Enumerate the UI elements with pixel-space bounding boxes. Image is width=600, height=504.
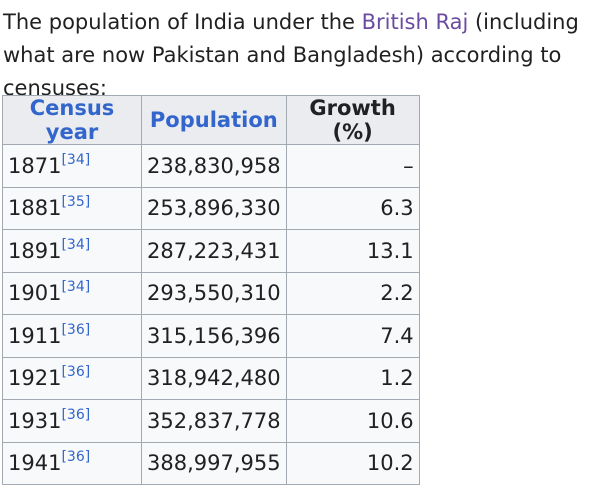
growth-cell: 13.1 (285, 229, 420, 273)
population-header[interactable]: Population (141, 95, 287, 145)
year-cell: 1921[36] (2, 356, 142, 400)
population-cell: 253,896,330 (141, 186, 287, 230)
table-header-row: Census year Population Growth (%) (2, 95, 420, 145)
british-raj-link[interactable]: British Raj (361, 10, 469, 34)
citation-link[interactable]: [35] (61, 194, 91, 211)
year-cell: 1901[34] (2, 271, 142, 315)
year-value: 1911 (8, 323, 62, 348)
table-row: 1931[36] 352,837,778 10.6 (2, 399, 420, 443)
population-cell: 293,550,310 (141, 271, 287, 315)
year-value: 1901 (8, 281, 62, 306)
year-cell: 1931[36] (2, 399, 142, 443)
table-row: 1921[36] 318,942,480 1.2 (2, 356, 420, 400)
citation-link[interactable]: [36] (61, 449, 91, 466)
year-cell: 1871[34] (2, 144, 142, 188)
citation-link[interactable]: [36] (61, 321, 91, 338)
year-value: 1871 (8, 153, 62, 178)
population-cell: 287,223,431 (141, 229, 287, 273)
intro-text-after: (including what are now Pakistan and Ban… (3, 10, 579, 100)
year-value: 1881 (8, 196, 62, 221)
intro-paragraph: The population of India under the Britis… (3, 6, 595, 105)
growth-cell: 6.3 (285, 186, 420, 230)
population-table: Census year Population Growth (%) 1871[3… (2, 95, 420, 485)
year-value: 1931 (8, 408, 62, 433)
year-value: 1891 (8, 238, 62, 263)
table-row: 1911[36] 315,156,396 7.4 (2, 314, 420, 358)
table-row: 1901[34] 293,550,310 2.2 (2, 271, 420, 315)
growth-cell: 2.2 (285, 271, 420, 315)
population-cell: 388,997,955 (141, 441, 287, 485)
growth-cell: 7.4 (285, 314, 420, 358)
year-cell: 1911[36] (2, 314, 142, 358)
growth-cell: – (285, 144, 420, 188)
table-row: 1881[35] 253,896,330 6.3 (2, 186, 420, 230)
census-year-header[interactable]: Census year (2, 95, 142, 145)
citation-link[interactable]: [36] (61, 406, 91, 423)
population-cell: 315,156,396 (141, 314, 287, 358)
table-row: 1871[34] 238,830,958 – (2, 144, 420, 188)
intro-text-before: The population of India under the (3, 10, 362, 34)
growth-cell: 10.2 (285, 441, 420, 485)
population-cell: 238,830,958 (141, 144, 287, 188)
year-value: 1941 (8, 451, 62, 476)
year-cell: 1941[36] (2, 441, 142, 485)
growth-cell: 10.6 (285, 399, 420, 443)
population-cell: 318,942,480 (141, 356, 287, 400)
year-cell: 1881[35] (2, 186, 142, 230)
table-row: 1941[36] 388,997,955 10.2 (2, 441, 420, 485)
population-cell: 352,837,778 (141, 399, 287, 443)
citation-link[interactable]: [34] (61, 279, 91, 296)
table-row: 1891[34] 287,223,431 13.1 (2, 229, 420, 273)
citation-link[interactable]: [34] (61, 236, 91, 253)
year-value: 1921 (8, 366, 62, 391)
year-cell: 1891[34] (2, 229, 142, 273)
citation-link[interactable]: [34] (61, 151, 91, 168)
growth-header: Growth (%) (285, 95, 420, 145)
growth-cell: 1.2 (285, 356, 420, 400)
citation-link[interactable]: [36] (61, 364, 91, 381)
